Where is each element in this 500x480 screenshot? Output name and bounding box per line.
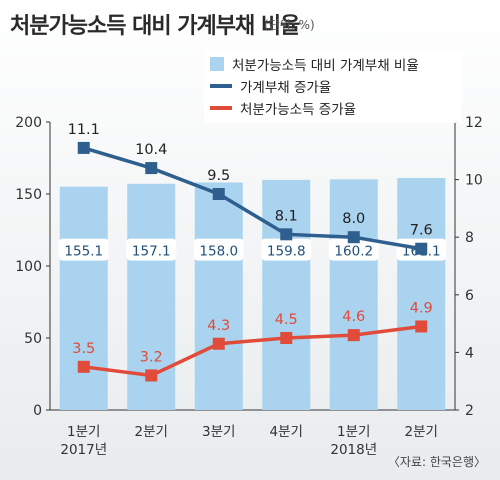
legend-swatch-debt-line [210,84,232,88]
legend-item-ratio: 처분가능소득 대비 가계부채 비율 [210,53,456,75]
y-left-tick-label: 50 [24,331,42,347]
income-growth-line-point [347,329,360,342]
y-right-tick-label: 8 [465,230,474,246]
debt-growth-line-value-label: 10.4 [135,142,167,158]
x-tick-year-label: 2018년 [330,442,377,458]
unit-label: (단위: %) [264,18,315,32]
x-tick-label: 4분기 [270,424,303,440]
bar-value-label-box [126,238,177,261]
bar-value-label: 157.1 [132,244,171,260]
bar-value-label: 159.8 [267,244,306,260]
income-growth-line-value-label: 4.6 [342,309,365,325]
bar [194,182,243,410]
y-right-tick-label: 10 [465,173,483,189]
y-right-tick-label: 2 [465,403,474,419]
y-right-tick-label: 12 [465,115,483,131]
bar-value-label: 160.2 [334,244,373,260]
income-growth-line-value-label: 4.5 [275,312,298,328]
bar-value-label-box [58,238,109,261]
legend-item-income-growth: 처분가능소득 증가율 [210,97,456,119]
income-growth-line-point [415,320,428,333]
debt-growth-line-value-label: 7.6 [410,223,433,239]
income-growth-line-point [145,369,158,382]
income-growth-line-point [212,337,225,350]
legend-label-debt-growth: 가계부채 증가율 [240,80,332,96]
legend-label-ratio: 처분가능소득 대비 가계부채 비율 [232,58,419,74]
debt-growth-line-point [280,228,293,241]
bar [262,179,311,410]
bar [59,186,108,410]
debt-growth-line-point [145,162,158,175]
bar-value-label-box [193,238,244,261]
debt-growth-line-value-label: 9.5 [207,168,230,184]
income-growth-line-value-label: 4.9 [410,300,433,316]
legend-item-debt-growth: 가계부채 증가율 [210,75,456,97]
debt-growth-line [83,146,422,251]
x-tick-label: 1분기 [337,424,370,440]
legend-swatch-bar [210,57,224,71]
bar [397,178,446,410]
y-left-tick-label: 100 [15,259,42,275]
debt-growth-line-point [347,231,360,244]
debt-growth-line-point [415,242,428,255]
x-tick-year-label: 2017년 [60,442,107,458]
legend-label-income-growth: 처분가능소득 증가율 [240,102,357,118]
y-left-tick-label: 200 [15,115,42,131]
legend: 처분가능소득 대비 가계부채 비율 가계부채 증가율 처분가능소득 증가율 [204,50,462,123]
bar-value-label: 155.1 [64,244,103,260]
debt-growth-line-value-label: 8.1 [275,208,298,224]
debt-growth-line-point [212,188,225,200]
y-left-tick-label: 150 [15,187,42,203]
source-note: 〈자료: 한국은행〉 [387,455,486,469]
chart-title: 처분가능소득 대비 가계부채 비율 [10,14,300,39]
income-growth-line-value-label: 3.2 [140,349,163,365]
x-tick-label: 1분기 [67,424,100,440]
x-tick-label: 3분기 [202,424,235,440]
x-tick-label: 2분기 [405,424,438,440]
debt-growth-line-value-label: 8.0 [342,211,365,227]
y-right-tick-label: 4 [465,345,474,361]
legend-swatch-income-line [210,106,232,110]
bar-value-label-box [328,238,379,261]
income-growth-line-value-label: 3.5 [72,341,95,357]
y-right-tick-label: 6 [465,288,474,304]
bar-value-label: 158.0 [199,244,238,260]
bar [329,179,378,410]
debt-growth-line-point [77,141,90,154]
x-tick-label: 2분기 [135,424,168,440]
income-growth-line-point [77,360,90,373]
debt-growth-line-value-label: 11.1 [68,122,100,138]
income-growth-line-point [280,332,293,344]
y-left-tick-label: 0 [33,403,42,419]
income-growth-line [83,324,422,378]
income-growth-line-value-label: 4.3 [207,318,230,334]
bar-value-label-box [261,238,312,261]
